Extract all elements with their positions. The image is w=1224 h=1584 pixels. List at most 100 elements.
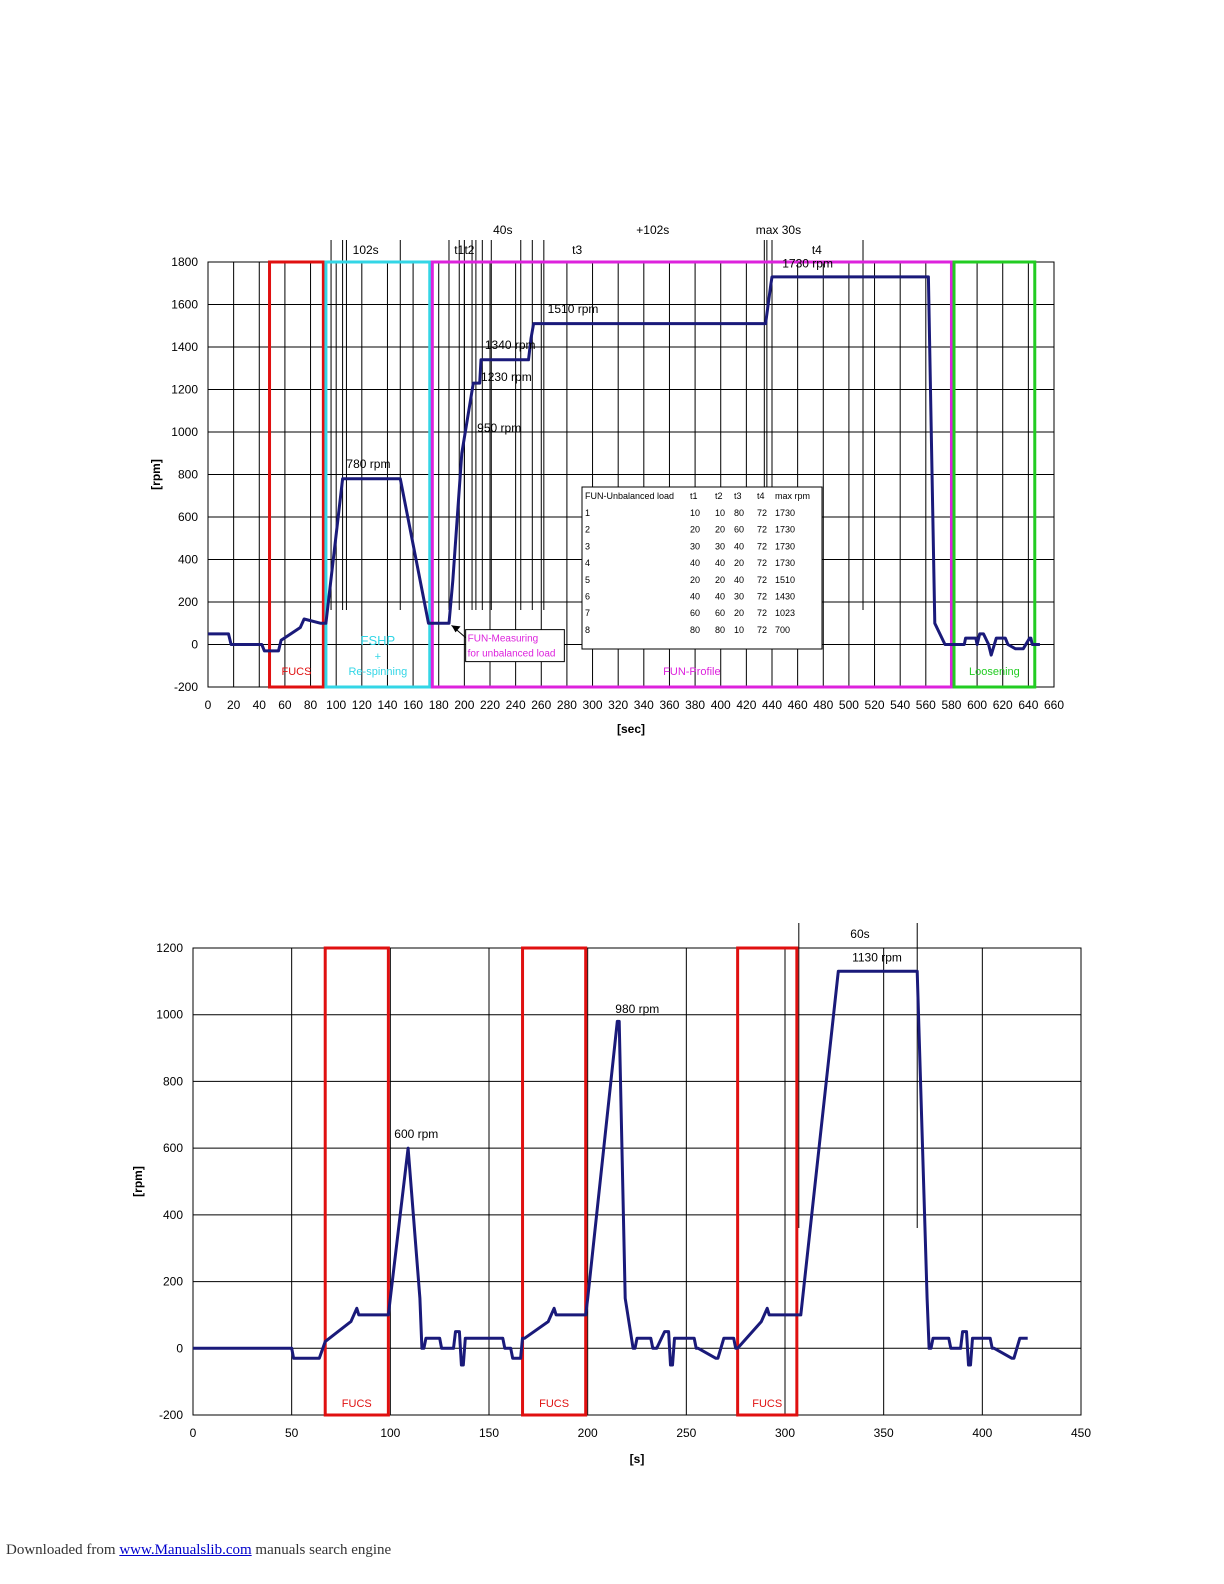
x-tick-label: 240 xyxy=(506,698,526,712)
x-axis-label: [s] xyxy=(630,1452,645,1466)
callout-text: FUN-Measuring xyxy=(468,634,539,645)
data-label: 600 rpm xyxy=(394,1127,438,1141)
x-tick-label: 250 xyxy=(676,1426,696,1440)
table-cell: 80 xyxy=(690,625,700,635)
x-tick-label: 0 xyxy=(190,1426,197,1440)
callout-text: for unbalanced load xyxy=(468,649,556,660)
x-tick-label: 300 xyxy=(775,1426,795,1440)
table-cell: 40 xyxy=(715,558,725,568)
top-label: max 30s xyxy=(756,223,801,237)
x-tick-label: 160 xyxy=(403,698,423,712)
region-box xyxy=(952,260,1037,689)
data-label: 1340 rpm xyxy=(485,338,536,352)
table-cell: 20 xyxy=(734,608,744,618)
table-header-cell: t3 xyxy=(734,491,742,501)
region-label: FSHP xyxy=(361,633,396,648)
x-tick-label: 40 xyxy=(253,698,267,712)
x-tick-label: 20 xyxy=(227,698,241,712)
table-cell: 1510 xyxy=(775,575,795,585)
table-cell: 1 xyxy=(585,508,590,518)
region-label: FUCS xyxy=(539,1398,569,1410)
table-cell: 7 xyxy=(585,608,590,618)
x-tick-label: 580 xyxy=(941,698,961,712)
chart-lower: 0 50 100 150 200 250 300 350 400 450 -200 0 200 400 60… xyxy=(131,923,1091,1466)
x-tick-label: 360 xyxy=(659,698,679,712)
data-label: 980 rpm xyxy=(615,1002,659,1016)
x-tick-label: 350 xyxy=(874,1426,894,1440)
table-cell: 2 xyxy=(585,525,590,535)
data-label: 1130 rpm xyxy=(852,950,902,964)
x-tick-label: 340 xyxy=(634,698,654,712)
x-tick-label: 320 xyxy=(608,698,628,712)
table-cell: 60 xyxy=(690,608,700,618)
y-tick-label: 0 xyxy=(191,638,198,652)
table-cell: 5 xyxy=(585,575,590,585)
y-tick-label: 1200 xyxy=(156,941,183,955)
y-tick-label: 1600 xyxy=(171,298,198,312)
top-label: t2 xyxy=(464,243,474,257)
plot-frame xyxy=(192,947,1082,1416)
table-cell: 72 xyxy=(757,625,767,635)
top-label: t1 xyxy=(454,243,464,257)
x-tick-label: 600 xyxy=(967,698,987,712)
table-cell: 3 xyxy=(585,541,590,551)
x-tick-label: 640 xyxy=(1018,698,1038,712)
table-cell: 72 xyxy=(757,541,767,551)
y-tick-label: 1800 xyxy=(171,255,198,269)
x-tick-label: 80 xyxy=(304,698,318,712)
table-cell: 40 xyxy=(690,558,700,568)
top-label: t3 xyxy=(572,243,582,257)
table-cell: 1730 xyxy=(775,508,795,518)
x-tick-label: 380 xyxy=(685,698,705,712)
table-cell: 72 xyxy=(757,525,767,535)
x-tick-label: 660 xyxy=(1044,698,1064,712)
x-tick-label: 100 xyxy=(326,698,346,712)
y-tick-label: -200 xyxy=(159,1408,183,1422)
table-cell: 72 xyxy=(757,558,767,568)
x-tick-label: 480 xyxy=(813,698,833,712)
table-cell: 1730 xyxy=(775,525,795,535)
x-tick-label: 440 xyxy=(762,698,782,712)
data-label: 1730 rpm xyxy=(782,256,833,270)
y-tick-label: 1200 xyxy=(171,383,198,397)
footer-prefix: Downloaded from xyxy=(6,1542,120,1558)
table-cell: 700 xyxy=(775,625,790,635)
table-cell: 60 xyxy=(715,608,725,618)
table-cell: 30 xyxy=(734,592,744,602)
y-tick-label: 200 xyxy=(178,595,198,609)
x-tick-label: 200 xyxy=(578,1426,598,1440)
footer-link[interactable]: www.Manualslib.com xyxy=(119,1542,252,1558)
x-tick-label: 260 xyxy=(531,698,551,712)
y-tick-label: -200 xyxy=(174,680,198,694)
x-tick-label: 400 xyxy=(711,698,731,712)
region-box xyxy=(268,260,325,689)
top-label: 60s xyxy=(850,927,869,941)
table-cell: 30 xyxy=(715,541,725,551)
x-tick-label: 500 xyxy=(839,698,859,712)
table-cell: 1023 xyxy=(775,608,795,618)
x-tick-label: 560 xyxy=(916,698,936,712)
region-box xyxy=(430,260,953,689)
y-tick-label: 200 xyxy=(163,1275,183,1289)
x-axis-label: [sec] xyxy=(617,722,645,736)
table-cell: 72 xyxy=(757,508,767,518)
y-tick-label: 400 xyxy=(178,553,198,567)
table-cell: 80 xyxy=(715,625,725,635)
table-cell: 72 xyxy=(757,592,767,602)
table-cell: 1730 xyxy=(775,558,795,568)
y-tick-label: 600 xyxy=(163,1141,183,1155)
x-tick-label: 520 xyxy=(865,698,885,712)
y-tick-label: 1000 xyxy=(171,425,198,439)
data-label: 780 rpm xyxy=(346,457,390,471)
region-box xyxy=(521,946,588,1417)
y-tick-label: 800 xyxy=(163,1074,183,1088)
region-label: FUN-Profile xyxy=(663,666,720,678)
table-cell: 72 xyxy=(757,608,767,618)
table-cell: 1730 xyxy=(775,541,795,551)
data-label: 950 rpm xyxy=(477,421,521,435)
table-cell: 20 xyxy=(690,575,700,585)
x-tick-label: 180 xyxy=(429,698,449,712)
x-tick-label: 540 xyxy=(890,698,910,712)
table-cell: 40 xyxy=(690,592,700,602)
x-tick-label: 120 xyxy=(352,698,372,712)
